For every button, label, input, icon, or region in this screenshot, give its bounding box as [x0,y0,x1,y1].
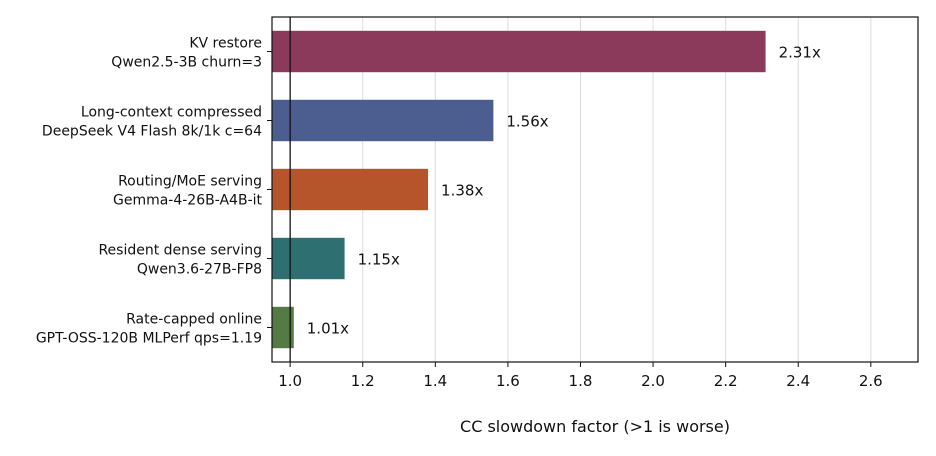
y-tick-label: Routing/MoE serving [118,174,262,190]
y-axis-labels: KV restore Qwen2.5-3B churn=3 Long-context… [36,36,272,347]
y-tick-label: Resident dense serving [98,243,262,259]
grid-lines [362,17,872,362]
y-tick-label: Gemma-4-26B-A4B-it [113,193,263,209]
x-tick-label: 1.4 [423,372,447,390]
x-tick-label: 2.4 [786,372,810,390]
value-labels: 2.31x 1.56x 1.38x 1.15x 1.01x [307,44,821,338]
x-tick-label: 1.8 [569,372,593,390]
y-tick-label: Qwen3.6-27B-FP8 [137,262,262,278]
value-label: 1.56x [506,113,548,131]
x-tick-label: 1.6 [496,372,520,390]
bar [272,168,429,211]
x-tick-label: 2.0 [641,372,665,390]
value-label: 2.31x [779,44,821,62]
x-tick-label: 1.2 [351,372,375,390]
value-label: 1.15x [358,251,400,269]
x-tick-label: 2.2 [714,372,738,390]
y-tick-label: DeepSeek V4 Flash 8k/1k c=64 [42,124,262,140]
bar [272,306,294,349]
y-tick-label: KV restore [189,36,262,52]
bar [272,30,766,73]
x-axis-ticks: 1.0 1.2 1.4 1.6 1.8 2.0 2.2 2.4 2.6 [278,362,883,390]
value-label: 1.38x [441,182,483,200]
bars [272,30,766,349]
y-tick-label: Long-context compressed [81,105,262,121]
y-tick-label: Rate-capped online [126,312,262,328]
bar [272,99,494,142]
value-label: 1.01x [307,320,349,338]
x-axis-label: CC slowdown factor (>1 is worse) [460,417,730,436]
bar [272,237,345,280]
y-tick-label: Qwen2.5-3B churn=3 [111,55,262,71]
x-tick-label: 2.6 [859,372,883,390]
y-tick-label: GPT-OSS-120B MLPerf qps=1.19 [36,331,262,347]
x-tick-label: 1.0 [278,372,302,390]
